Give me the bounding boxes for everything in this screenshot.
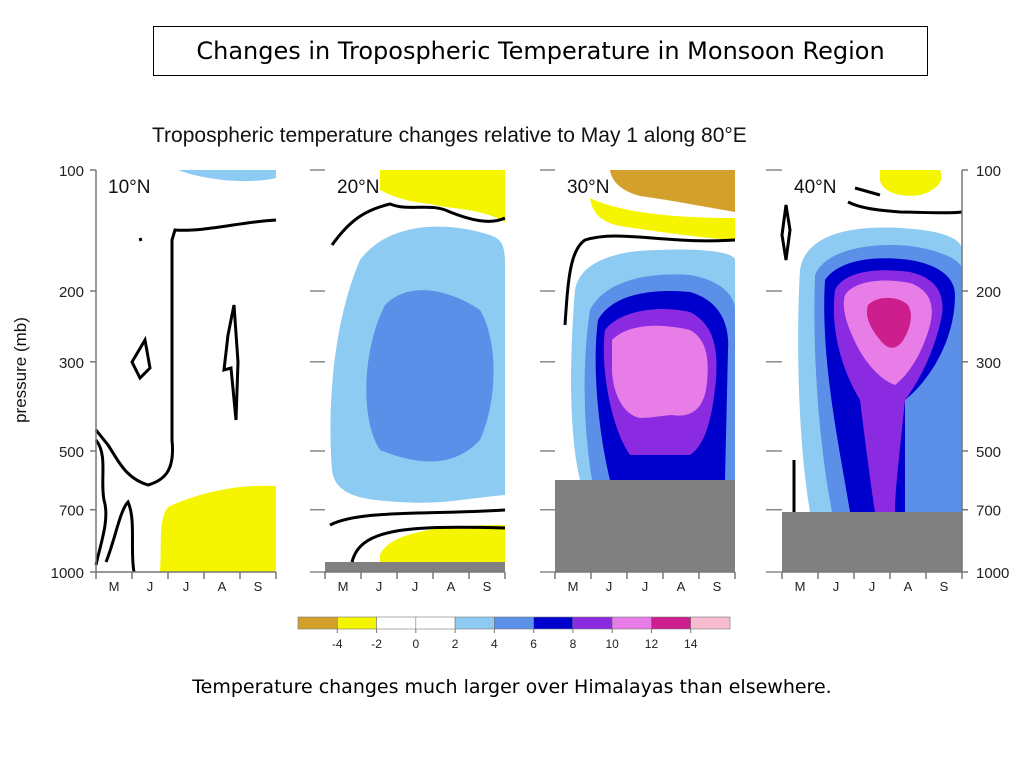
colorbar-tick-label-1: -2 [371, 637, 382, 651]
panel-label-3: 40°N [794, 177, 836, 198]
panel-label-0: 10°N [108, 177, 150, 198]
panel-label-1: 20°N [337, 177, 379, 198]
contours-30n [563, 234, 736, 326]
panel-40n [780, 170, 963, 572]
temperature-chart: Tropospheric temperature changes relativ… [11, 124, 1010, 651]
region-neg2-40 [880, 170, 942, 196]
y-tick-label-right-3: 500 [976, 444, 1001, 461]
contours-20n [329, 202, 506, 563]
x-tick-label-3-4: S [940, 579, 949, 594]
x-tick-label-3-3: A [904, 579, 913, 594]
x-tick-label-3-1: J [833, 579, 840, 594]
colorbar-tick-label-5: 6 [530, 637, 537, 651]
colorbar: -4 -2 0 2 4 6 8 10 12 14 [297, 616, 731, 651]
x-tick-label-1-1: J [376, 579, 383, 594]
region-neg2-20 [380, 170, 505, 222]
x-tick-label-2-2: J [642, 579, 649, 594]
colorbar-tick-label-7: 10 [606, 637, 620, 651]
region-10-30 [612, 325, 708, 418]
region-neg4-30 [610, 170, 735, 212]
colorbar-tick-label-3: 2 [452, 637, 459, 651]
colorbar-tick-label-9: 14 [684, 637, 698, 651]
panel-labels: 10°N 20°N 30°N 40°N [108, 177, 836, 198]
colorbar-swatch-3 [415, 616, 456, 630]
colorbar-swatch-9 [651, 616, 692, 630]
colorbar-tick-label-4: 4 [491, 637, 498, 651]
y-tick-label-left-3: 500 [59, 444, 84, 461]
colorbar-tick-label-2: 0 [412, 637, 419, 651]
colorbar-swatch-1 [336, 616, 377, 630]
x-tick-label-2-3: A [677, 579, 686, 594]
region-4-20 [366, 290, 494, 462]
x-tick-label-0-2: J [183, 579, 190, 594]
contours-10n [94, 218, 277, 573]
y-axis-label: pressure (mb) [11, 317, 30, 423]
x-tick-label-2-1: J [606, 579, 613, 594]
x-tick-label-0-0: M [109, 579, 120, 594]
x-tick-label-2-4: S [713, 579, 722, 594]
x-tick-label-3-0: M [795, 579, 806, 594]
axis-ticks: 100 100 200 200 300 300 500 500 700 700 1000 1000 M J… [51, 163, 1010, 594]
region-negative-2 [178, 170, 276, 182]
x-tick-label-1-0: M [338, 579, 349, 594]
y-tick-label-left-2: 300 [59, 355, 84, 372]
panel-10n [94, 170, 277, 573]
region-12-40 [866, 297, 911, 348]
region-pos2-bottom-20 [380, 525, 505, 565]
y-tick-label-left-5: 1000 [51, 565, 84, 582]
colorbar-swatch-8 [611, 616, 652, 630]
x-tick-label-0-1: J [147, 579, 154, 594]
y-tick-label-right-5: 1000 [976, 565, 1009, 582]
x-tick-label-0-3: A [218, 579, 227, 594]
panel-20n [325, 170, 506, 572]
x-tick-label-2-0: M [568, 579, 579, 594]
y-tick-label-left-4: 700 [59, 503, 84, 520]
colorbar-swatch-0 [297, 616, 338, 630]
y-tick-label-right-0: 100 [976, 163, 1001, 180]
x-tick-label-0-4: S [254, 579, 263, 594]
colorbar-swatch-7 [572, 616, 613, 630]
y-tick-label-right-2: 300 [976, 355, 1001, 372]
region-positive-2 [160, 485, 276, 572]
region-neg2-30 [590, 198, 735, 240]
y-tick-label-left-1: 200 [59, 284, 84, 301]
chart-title: Tropospheric temperature changes relativ… [152, 124, 747, 147]
panel-30n [555, 170, 736, 572]
colorbar-swatch-5 [494, 616, 534, 630]
colorbar-swatch-6 [533, 616, 574, 630]
x-tick-label-1-2: J [412, 579, 419, 594]
colorbar-tick-label-6: 8 [570, 637, 577, 651]
colorbar-swatch-10 [690, 616, 731, 630]
x-tick-label-1-3: A [447, 579, 456, 594]
contours-40n [780, 186, 963, 512]
colorbar-swatch-4 [454, 616, 495, 630]
y-tick-label-right-4: 700 [976, 503, 1001, 520]
slide-title: Changes in Tropospheric Temperature in M… [153, 26, 928, 76]
colorbar-tick-label-0: -4 [332, 637, 343, 651]
axis-frames [95, 170, 963, 573]
y-tick-label-right-1: 200 [976, 284, 1001, 301]
colorbar-swatch-2 [376, 616, 417, 630]
colorbar-tick-label-8: 12 [645, 637, 659, 651]
slide-caption: Temperature changes much larger over Him… [192, 676, 832, 698]
y-tick-label-left-0: 100 [59, 163, 84, 180]
panel-label-2: 30°N [567, 177, 609, 198]
x-tick-label-1-4: S [483, 579, 492, 594]
x-tick-label-3-2: J [869, 579, 876, 594]
